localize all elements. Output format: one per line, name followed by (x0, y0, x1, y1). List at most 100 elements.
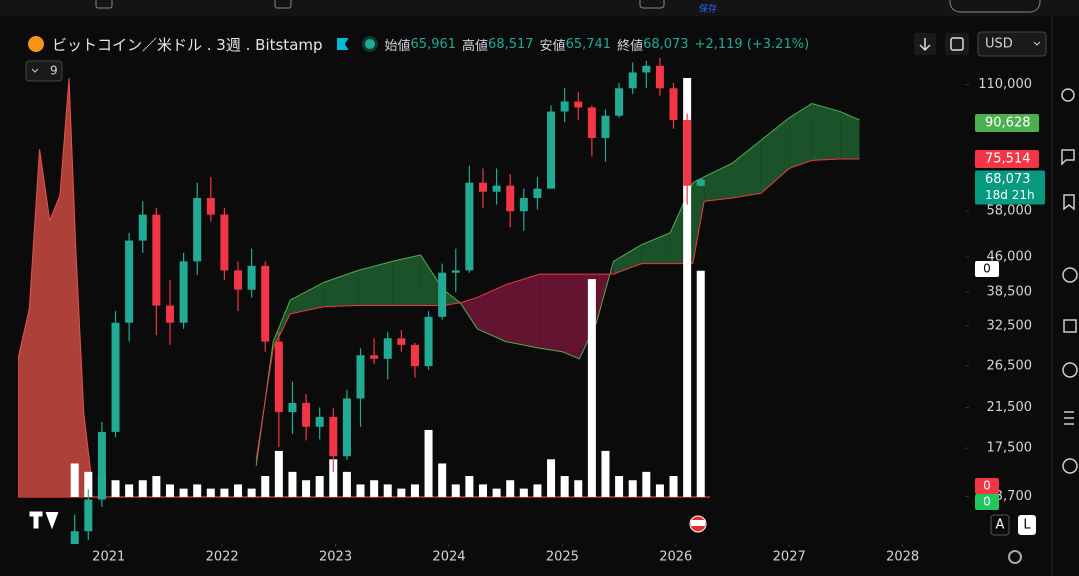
toolbar-icon[interactable] (1062, 267, 1078, 283)
volume-bar (165, 484, 174, 497)
volume-bar (669, 476, 678, 497)
ohlc-value: 65,741 (565, 36, 612, 52)
y-tick-label: 46,000 (987, 250, 1033, 265)
toolbar-icon[interactable] (1061, 149, 1075, 166)
cloud-fill (613, 244, 642, 275)
flag-icon[interactable] (336, 38, 349, 50)
candle-body (84, 499, 93, 532)
volume-bar (397, 488, 406, 497)
volume-bar (683, 78, 692, 497)
cloud-fill (840, 111, 860, 160)
volume-bar (70, 463, 79, 497)
volume-bar (247, 488, 256, 497)
settings-icon[interactable] (1008, 550, 1022, 564)
volume-bar (615, 476, 624, 497)
toolbar-icon[interactable] (1062, 362, 1078, 378)
candle-body (125, 240, 134, 323)
price-label: 90,628 (985, 115, 1031, 130)
coin-icon (28, 36, 44, 52)
cloud-fill (290, 282, 325, 314)
cloud-fill (420, 254, 444, 306)
candle-body (193, 198, 202, 262)
toolbar-icon[interactable] (274, 0, 292, 9)
x-tick-label: 2022 (206, 550, 239, 565)
volume-bar (206, 488, 215, 497)
y-tick-label: 110,000 (978, 77, 1032, 92)
cloud-fill (539, 274, 563, 352)
cloud-fill (562, 274, 580, 359)
volume-bar (642, 471, 651, 497)
x-tick-label: 2024 (432, 550, 465, 565)
candle-body (683, 119, 692, 186)
log-scale-button[interactable] (1018, 515, 1036, 535)
candle-body (465, 182, 474, 271)
price-label-box (975, 170, 1045, 205)
y-tick-label: 17,500 (987, 441, 1033, 456)
ohlc-value: 65,961 (410, 36, 457, 52)
toolbar-icon[interactable] (1063, 194, 1075, 211)
auto-scale-button[interactable] (990, 514, 1010, 536)
candle-body (669, 88, 678, 120)
toolbar-icon[interactable] (639, 0, 665, 9)
symbol-name[interactable]: ビットコイン／米ドル . 3週 . Bitstamp (52, 35, 323, 54)
candle-body (410, 344, 419, 367)
countdown: 18d 21h (985, 188, 1035, 202)
screenshot-button[interactable] (945, 33, 969, 55)
cloud-fill (477, 284, 506, 342)
cloud-fill (443, 289, 461, 306)
ohlc-label: 始値 (384, 38, 411, 54)
cloud-line (255, 102, 860, 466)
indicator-toggle[interactable] (25, 60, 63, 82)
indicator-label-box (975, 261, 999, 277)
y-tick-label: 38,500 (987, 285, 1033, 300)
toolbar-button[interactable] (949, 0, 1041, 13)
volume-bar (220, 488, 229, 497)
save-label[interactable]: 保存 (699, 3, 717, 15)
volume-bar (302, 480, 311, 497)
toolbar-icon[interactable] (1064, 411, 1074, 425)
toolbar-icon[interactable] (1061, 88, 1075, 102)
x-tick-label: 2026 (659, 550, 692, 565)
price-label-box (975, 150, 1039, 169)
candle-body (70, 531, 79, 544)
candle-body (642, 65, 651, 73)
screenshot-icon (950, 37, 964, 51)
candle-body (601, 115, 610, 138)
volume-bar (329, 459, 338, 497)
candle-body (533, 188, 542, 199)
volume-bar (424, 429, 433, 497)
currency-button[interactable] (977, 31, 1047, 57)
candle-body (111, 322, 120, 432)
cloud-fill (505, 274, 540, 349)
candle-body (397, 338, 406, 345)
ohlc-value: 68,073 (643, 36, 689, 52)
ohlc-label: 終値 (617, 38, 644, 54)
volume-bar (356, 484, 365, 497)
volume-bar (533, 484, 542, 497)
cloud-fill (460, 297, 478, 329)
candle-body (519, 198, 528, 212)
volume-bar (506, 480, 515, 497)
volume-bar (628, 480, 637, 497)
volume-bar (465, 476, 474, 497)
toolbar-icon[interactable] (95, 0, 113, 9)
volume-bar (478, 484, 487, 497)
indicator-caret (31, 68, 39, 73)
candle-body (506, 185, 515, 212)
toolbar-icon[interactable] (1062, 458, 1078, 474)
cloud-fill (358, 261, 393, 306)
price-label: 68,073 (985, 172, 1031, 187)
volume-bar (601, 450, 610, 497)
indicator-label-box (975, 494, 999, 510)
y-tick-label: 58,000 (987, 204, 1033, 219)
candle-body (138, 214, 147, 241)
cloud-fill (641, 232, 671, 264)
candle-body (547, 111, 556, 189)
candle-body (165, 305, 174, 323)
volume-bar (492, 488, 501, 497)
indicator-label: 0 (983, 262, 991, 276)
ohlc-value: 68,517 (488, 36, 534, 52)
x-tick-label: 2023 (319, 550, 352, 565)
toolbar-icon[interactable] (1063, 319, 1077, 333)
indicator-label-box (975, 478, 999, 494)
